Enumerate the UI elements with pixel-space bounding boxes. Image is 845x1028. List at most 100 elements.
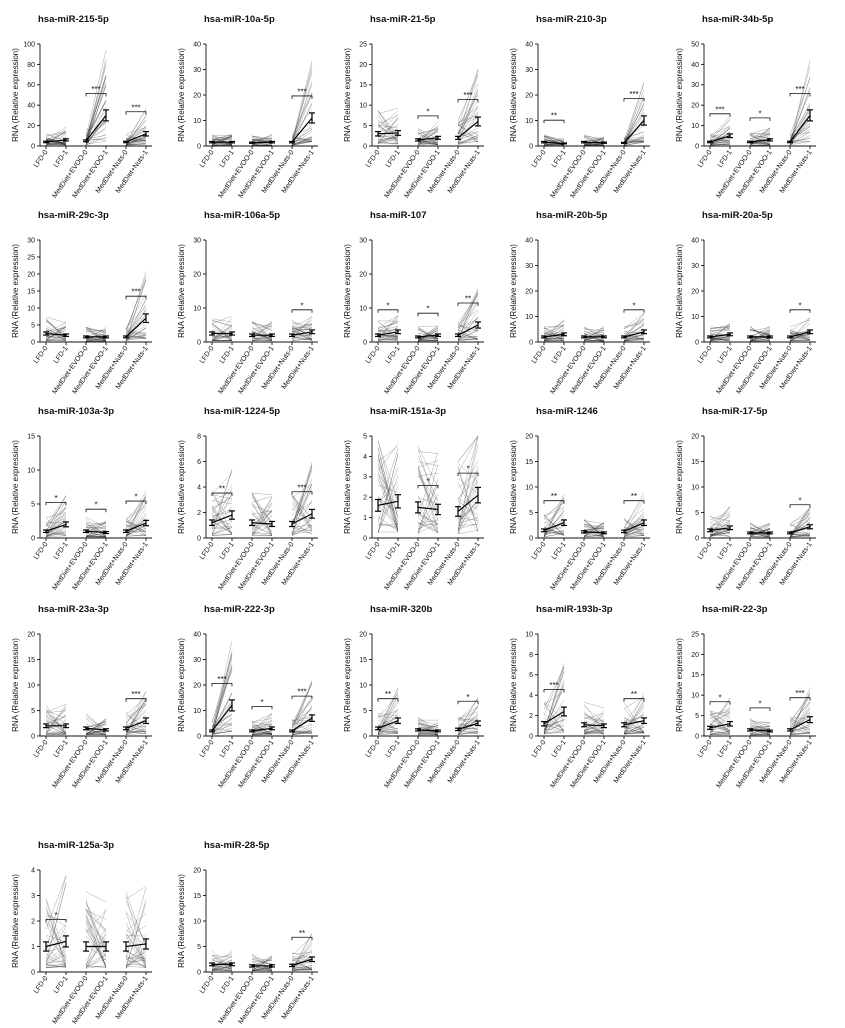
y-tick-label: 0 [197, 143, 201, 150]
x-tick-label: MedDiet+EVOO-0 [217, 975, 255, 1025]
participant-trace [126, 967, 146, 968]
significance-label: ** [551, 112, 557, 121]
participant-trace [86, 928, 106, 961]
participant-traces [212, 462, 312, 536]
y-tick-label: 0 [363, 143, 367, 150]
x-tick-label: MedDiet+EVOO-0 [51, 149, 89, 199]
y-tick-label: 20 [525, 92, 533, 99]
y-tick-label: 60 [27, 82, 35, 89]
y-axis-label: RNA (Relative expression) [509, 48, 518, 142]
y-tick-label: 8 [197, 433, 201, 440]
y-tick-label: 20 [525, 288, 533, 295]
x-tick-label: LFD-1 [219, 739, 236, 759]
y-tick-label: 2 [529, 713, 533, 720]
y-tick-label: 10 [359, 305, 367, 312]
x-tick-label: MedDiet+EVOO-1 [237, 975, 275, 1025]
y-tick-label: 0 [197, 535, 201, 542]
participant-trace [418, 480, 438, 534]
x-tick-label: MedDiet+EVOO-1 [71, 739, 109, 789]
x-tick-label: LFD-0 [531, 345, 548, 365]
y-tick-label: 0 [363, 339, 367, 346]
x-tick-label: LFD-0 [697, 541, 714, 561]
chart-title: hsa-miR-17-5p [702, 406, 768, 417]
significance-label: *** [131, 103, 140, 112]
y-tick-label: 15 [691, 459, 699, 466]
y-axis-label: RNA (Relative expression) [343, 48, 352, 142]
y-tick-label: 50 [691, 41, 699, 48]
x-tick-label: LFD-1 [53, 149, 70, 169]
x-tick-label: LFD-0 [697, 345, 714, 365]
x-tick-label: MedDiet+EVOO-0 [51, 541, 89, 591]
y-tick-label: 10 [691, 314, 699, 321]
participant-traces [212, 316, 312, 341]
y-tick-label: 10 [691, 123, 699, 130]
x-tick-label: MedDiet+EVOO-1 [71, 541, 109, 591]
y-tick-label: 80 [27, 62, 35, 69]
chart-title: hsa-miR-23a-3p [38, 604, 109, 615]
x-tick-label: MedDiet+EVOO-0 [217, 739, 255, 789]
y-tick-label: 30 [193, 657, 201, 664]
x-tick-label: LFD-0 [697, 149, 714, 169]
y-axis-label: RNA (Relative expression) [343, 244, 352, 338]
y-axis-label: RNA (Relative expression) [177, 48, 186, 142]
y-tick-label: 0 [695, 339, 699, 346]
significance-label: ** [551, 492, 557, 501]
participant-trace [86, 941, 106, 956]
x-tick-label: LFD-1 [717, 739, 734, 759]
y-tick-label: 0 [197, 733, 201, 740]
y-axis-label: RNA (Relative expression) [675, 638, 684, 732]
y-tick-label: 5 [695, 510, 699, 517]
x-tick-label: LFD-1 [551, 541, 568, 561]
x-tick-label: LFD-1 [385, 739, 402, 759]
y-axis-label: RNA (Relative expression) [11, 440, 20, 534]
chart-title: hsa-miR-29c-3p [38, 210, 109, 221]
y-axis-label: RNA (Relative expression) [343, 440, 352, 534]
mean-line [252, 523, 272, 524]
participant-traces [710, 318, 810, 341]
significance-label: * [718, 693, 721, 702]
y-axis-label: RNA (Relative expression) [11, 638, 20, 732]
x-tick-label: LFD-1 [219, 149, 236, 169]
y-tick-label: 20 [27, 271, 35, 278]
y-tick-label: 15 [359, 657, 367, 664]
x-tick-label: LFD-0 [33, 541, 50, 561]
chart-title: hsa-miR-193b-3p [536, 604, 613, 615]
y-tick-label: 10 [525, 314, 533, 321]
y-tick-label: 1 [31, 944, 35, 951]
significance-label: * [300, 301, 303, 310]
y-tick-label: 40 [27, 103, 35, 110]
y-tick-label: 20 [193, 682, 201, 689]
significance-label: * [426, 305, 429, 314]
x-tick-label: LFD-0 [531, 739, 548, 759]
y-tick-label: 10 [193, 118, 201, 125]
x-tick-label: MedDiet+EVOO-1 [735, 739, 773, 789]
y-tick-label: 1 [363, 515, 367, 522]
y-tick-label: 0 [529, 733, 533, 740]
y-tick-label: 6 [529, 672, 533, 679]
chart-title: hsa-miR-22-3p [702, 604, 768, 615]
y-axis-label: RNA (Relative expression) [177, 874, 186, 968]
y-tick-label: 30 [193, 237, 201, 244]
x-tick-label: MedDiet+EVOO-1 [237, 345, 275, 395]
significance-label: ** [631, 492, 637, 501]
significance-label: *** [795, 85, 804, 94]
participant-trace [126, 896, 146, 967]
x-tick-label: MedDiet+EVOO-0 [217, 345, 255, 395]
x-tick-label: LFD-0 [199, 149, 216, 169]
significance-label: * [386, 301, 389, 310]
x-tick-label: MedDiet+EVOO-1 [237, 541, 275, 591]
x-tick-label: LFD-0 [199, 345, 216, 365]
y-tick-label: 3 [31, 893, 35, 900]
x-tick-label: MedDiet+EVOO-0 [383, 541, 421, 591]
x-tick-label: MedDiet+EVOO-1 [403, 345, 441, 395]
